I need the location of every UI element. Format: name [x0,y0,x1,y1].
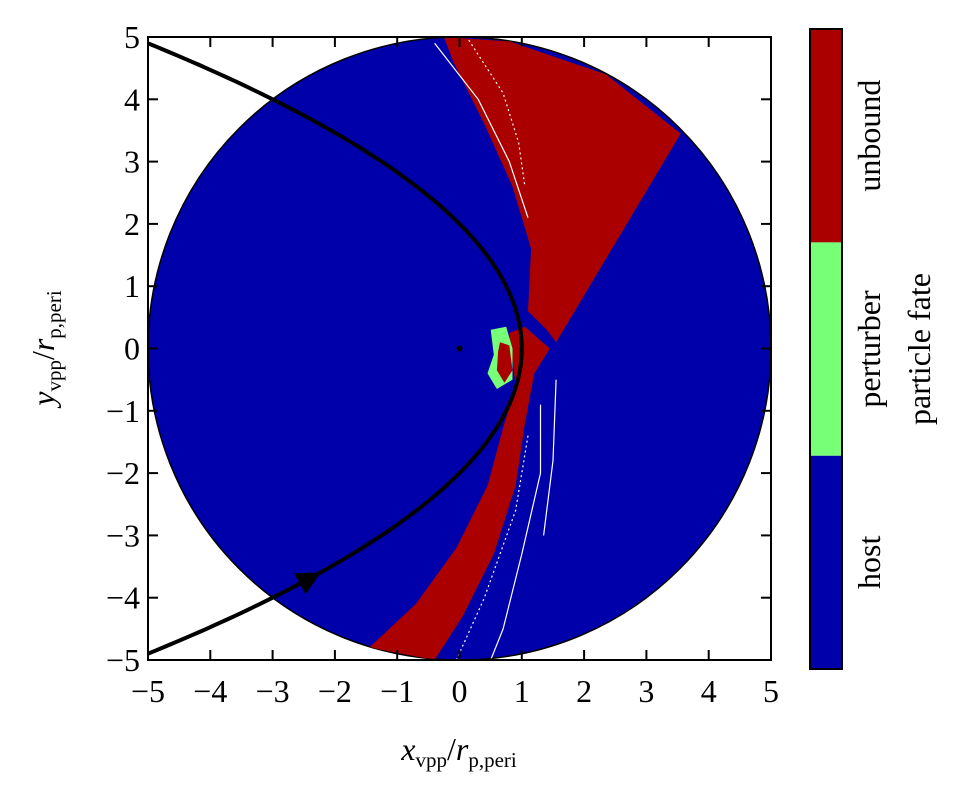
colorbar: host perturber unbound particle fate [809,28,937,670]
y-tick-label: 4 [124,81,140,117]
host-center-marker [456,345,463,352]
x-tick-label: −5 [131,673,165,709]
y-tick-label: −2 [106,455,140,491]
colorbar-title: particle fate [901,273,937,425]
y-axis-label: yvpp/rp,peri [25,290,66,409]
perturber-orbit [148,41,524,656]
y-tick-label: 3 [124,144,140,180]
orbit-direction-arrow [294,572,321,595]
filament-streak [434,42,529,218]
x-tick-label: 4 [701,673,717,709]
x-tick-label: 1 [514,673,530,709]
disk-regions [369,37,681,660]
colorbar-frame [809,28,843,670]
y-tick-label: −5 [106,642,140,678]
x-axis-ticks: −5 −4 −3 −2 −1 0 1 2 3 4 5 [131,37,779,709]
colorbar-label-perturber: perturber [851,290,887,408]
x-tick-label: −1 [380,673,414,709]
y-tick-label: 1 [124,268,140,304]
y-tick-label: 0 [124,331,140,367]
filament-streak [490,404,542,660]
colorbar-label-unbound: unbound [851,80,887,192]
x-tick-label: 5 [763,673,779,709]
plot-area [148,37,771,660]
x-tick-label: 2 [576,673,592,709]
x-tick-label: −2 [318,673,352,709]
x-tick-label: −3 [256,673,290,709]
x-axis-label: xvpp/rp,peri [400,731,517,772]
y-axis-ticks: −5 −4 −3 −2 −1 0 1 2 3 4 5 [106,19,771,678]
x-tick-label: −4 [193,673,227,709]
y-tick-label: 2 [124,206,140,242]
unbound-region-inner [496,342,513,383]
filament-streak [468,39,526,187]
y-tick-label: −4 [106,580,140,616]
colorbar-label-host: host [851,536,887,589]
filament-streak [543,379,557,536]
unbound-region-upper [443,37,681,343]
y-tick-label: −1 [106,393,140,429]
colorbar-segment-host [810,455,842,669]
colorbar-segment-perturber [810,242,842,456]
x-tick-label: 3 [638,673,654,709]
colorbar-segment-unbound [810,29,842,243]
unbound-region-lower [369,326,550,660]
y-tick-label: 5 [124,19,140,55]
y-tick-label: −3 [106,517,140,553]
x-tick-label: 0 [452,673,468,709]
